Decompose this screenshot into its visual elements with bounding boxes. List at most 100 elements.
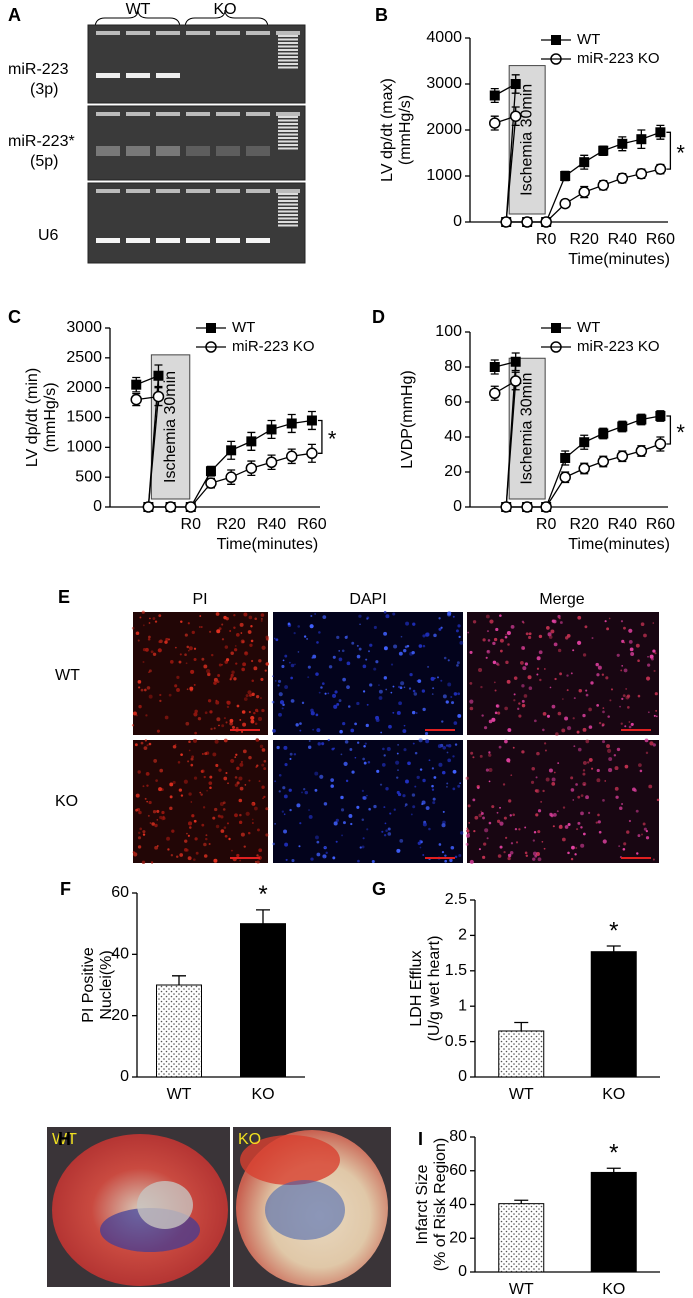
nucleus: [145, 771, 150, 776]
nucleus: [142, 833, 146, 836]
nucleus: [239, 718, 242, 721]
nucleus: [231, 670, 235, 674]
nucleus: [573, 697, 576, 700]
nucleus: [383, 834, 387, 837]
nucleus: [186, 645, 190, 649]
nucleus: [553, 642, 558, 647]
nucleus: [221, 623, 224, 626]
nucleus: [469, 650, 473, 654]
nucleus: [637, 834, 641, 837]
nucleus: [361, 818, 365, 821]
nucleus: [404, 805, 407, 808]
nucleus: [261, 748, 266, 752]
nucleus: [459, 831, 464, 835]
nucleus: [465, 842, 469, 846]
nucleus: [347, 705, 351, 708]
nucleus: [482, 638, 486, 642]
nucleus: [180, 620, 183, 623]
photo-label: KO: [238, 1131, 261, 1148]
nucleus: [385, 688, 388, 691]
nucleus: [509, 850, 514, 855]
marker: [617, 138, 628, 149]
y-tick-label: 20: [111, 1007, 129, 1024]
nucleus: [585, 739, 590, 744]
nucleus: [467, 832, 470, 835]
nucleus: [250, 715, 255, 721]
gel: [87, 182, 306, 264]
nucleus: [312, 654, 317, 659]
nucleus: [373, 625, 377, 630]
nucleus: [241, 710, 246, 714]
nucleus: [161, 810, 165, 815]
gel: [87, 105, 306, 181]
nucleus: [408, 687, 412, 690]
nucleus: [243, 697, 248, 701]
nucleus: [542, 711, 547, 716]
x-tick-label: R0: [536, 516, 557, 533]
nucleus: [341, 649, 345, 653]
nucleus: [588, 725, 593, 729]
y-tick-label: 3000: [66, 319, 102, 336]
nucleus: [233, 614, 236, 617]
nucleus: [185, 662, 188, 665]
nucleus: [282, 659, 285, 662]
marker: [205, 466, 216, 477]
nucleus: [638, 763, 642, 767]
nucleus: [307, 745, 312, 749]
nucleus: [415, 712, 418, 714]
nucleus: [170, 660, 174, 664]
nucleus: [235, 662, 238, 665]
nucleus: [383, 646, 388, 651]
nucleus: [540, 800, 543, 803]
nucleus: [645, 751, 649, 755]
micrograph: [133, 612, 268, 735]
marker: [205, 477, 217, 489]
nucleus: [596, 778, 601, 783]
nucleus: [258, 848, 263, 853]
ladder-band: [278, 144, 298, 146]
nucleus: [621, 639, 625, 643]
nucleus: [602, 707, 605, 710]
nucleus: [272, 728, 276, 733]
nucleus: [336, 702, 340, 706]
marker: [578, 462, 590, 475]
ladder-band: [278, 193, 298, 195]
nucleus: [411, 793, 416, 797]
nucleus: [400, 635, 403, 638]
nucleus: [571, 845, 575, 850]
nucleus: [230, 676, 233, 679]
stain: [265, 1180, 345, 1240]
nucleus: [142, 785, 145, 788]
nucleus: [131, 724, 135, 727]
nucleus: [203, 854, 208, 858]
nucleus: [499, 614, 502, 617]
nucleus: [447, 743, 452, 748]
nucleus: [412, 622, 416, 626]
nucleus: [550, 629, 555, 634]
nucleus: [622, 848, 626, 851]
nucleus: [608, 768, 613, 773]
nucleus: [312, 728, 315, 731]
nucleus: [167, 638, 171, 641]
nucleus: [154, 845, 159, 850]
nucleus: [406, 644, 410, 648]
nucleus: [621, 665, 623, 667]
nucleus: [528, 686, 533, 690]
nucleus: [284, 842, 289, 847]
nucleus: [170, 854, 174, 857]
nucleus: [580, 794, 584, 798]
nucleus: [366, 794, 368, 797]
panel-label: B: [375, 5, 388, 25]
nucleus: [138, 686, 141, 689]
gel-row-label: U6: [38, 227, 59, 244]
gel-band: [246, 238, 270, 243]
nucleus: [506, 758, 511, 763]
error-bar: [514, 1199, 529, 1204]
nucleus: [309, 624, 314, 629]
nucleus: [628, 725, 632, 729]
nucleus: [442, 694, 447, 699]
marker: [579, 157, 590, 168]
marker: [489, 362, 500, 372]
marker: [540, 216, 552, 228]
nucleus: [524, 662, 529, 666]
